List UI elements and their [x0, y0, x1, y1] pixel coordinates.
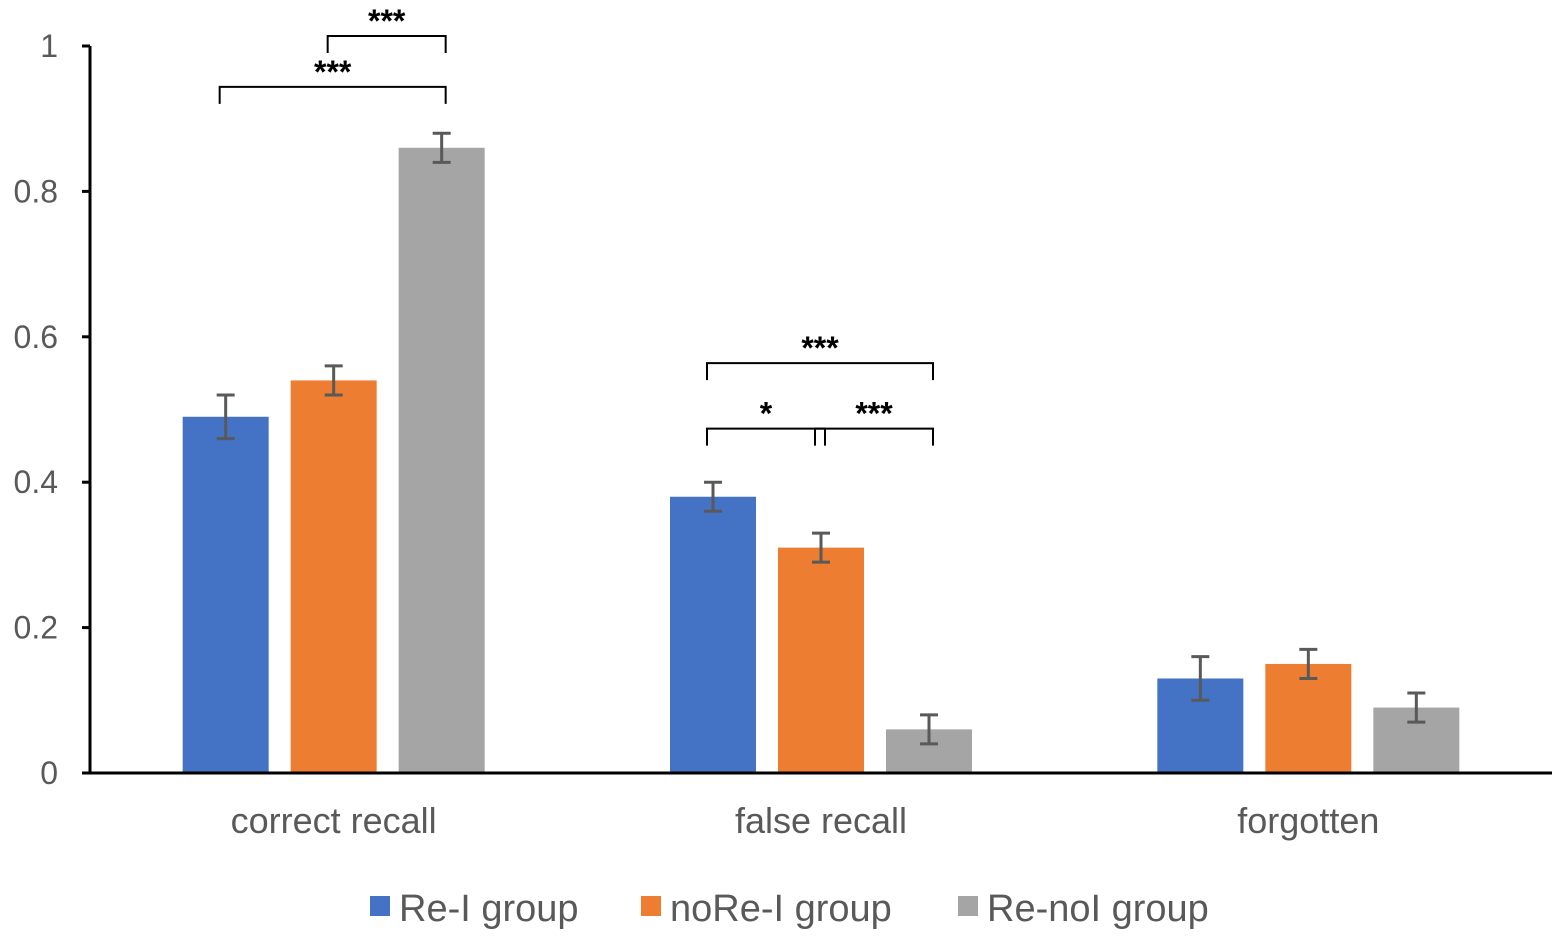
- bar: [182, 416, 269, 773]
- legend-swatch: [958, 896, 978, 916]
- legend-swatch: [641, 896, 661, 916]
- legend-label: Re-noI group: [987, 888, 1209, 930]
- significance-layer: ********** ***: [218, 3, 934, 446]
- significance-bracket: [706, 362, 934, 381]
- bar: [778, 547, 864, 773]
- y-tick-label: 1: [40, 28, 58, 64]
- significance-label: ***: [855, 396, 893, 432]
- x-category-label: forgotten: [1237, 800, 1379, 841]
- significance-bracket: [326, 35, 447, 53]
- bar: [670, 496, 756, 773]
- error-bars-layer: [216, 131, 1426, 746]
- significance-label: ***: [368, 3, 406, 39]
- axes-layer: 0 0.2 0.4 0.6 0.8 1 correct recall false recall…: [14, 28, 1552, 841]
- bar: [1265, 663, 1352, 773]
- significance-bracket: [814, 427, 934, 446]
- significance-label: ***: [314, 54, 352, 90]
- y-tick-label: 0.8: [14, 173, 58, 209]
- y-tick-label: 0.2: [14, 610, 58, 646]
- legend-label: noRe-I group: [670, 888, 892, 930]
- significance-label: ***: [801, 330, 839, 366]
- y-tick-label: 0.4: [14, 464, 58, 500]
- significance-label: *: [760, 396, 773, 432]
- x-category-label: false recall: [735, 800, 907, 841]
- legend: Re-I group noRe-I group Re-noI group: [370, 888, 1209, 930]
- bar: [398, 147, 485, 773]
- x-category-label: correct recall: [231, 800, 437, 841]
- bar: [290, 380, 377, 773]
- y-tick-label: 0.6: [14, 319, 58, 355]
- bars-layer: [182, 147, 1460, 773]
- significance-bracket: [706, 427, 826, 446]
- legend-label: Re-I group: [399, 888, 579, 930]
- significance-bracket: [218, 85, 447, 104]
- legend-swatch: [370, 896, 390, 916]
- y-tick-label: 0: [40, 755, 58, 791]
